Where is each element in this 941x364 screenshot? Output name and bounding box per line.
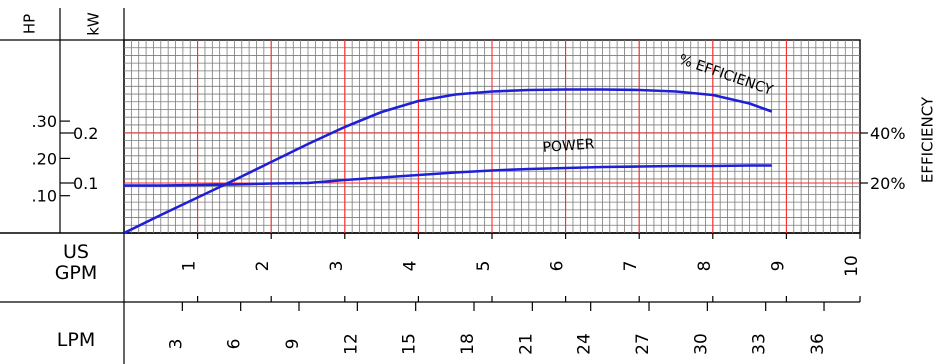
gpm-tick-label: 6 bbox=[548, 261, 568, 272]
hp-tick-label: .20 bbox=[32, 149, 57, 168]
lpm-tick-label: 24 bbox=[575, 333, 595, 355]
lpm-tick-label: 3 bbox=[166, 339, 186, 350]
gpm-axis-label: GPM bbox=[55, 262, 98, 284]
lpm-tick-label: 12 bbox=[341, 333, 361, 355]
gpm-tick-label: 8 bbox=[695, 261, 715, 272]
power-curve bbox=[124, 164, 772, 187]
efficiency-curve bbox=[123, 88, 773, 235]
kw-tick-label: 0.1 bbox=[73, 174, 98, 193]
lpm-tick-label: 18 bbox=[458, 333, 478, 355]
lpm-tick-label: 36 bbox=[808, 333, 828, 355]
hp-tick-label: .30 bbox=[32, 112, 57, 131]
kw-tick-label: 0.2 bbox=[73, 124, 98, 143]
minor-grid bbox=[124, 40, 860, 233]
lpm-axis-label: LPM bbox=[57, 329, 95, 351]
gpm-tick-label: 5 bbox=[474, 261, 494, 272]
us-axis-label: US bbox=[63, 241, 89, 263]
efficiency-tick-label: 40% bbox=[870, 124, 906, 143]
lpm-tick-label: 30 bbox=[691, 333, 711, 355]
efficiency-axis-label: EFFICIENCY bbox=[919, 96, 937, 183]
gpm-tick-label: 2 bbox=[253, 261, 273, 272]
gpm-tick-label: 9 bbox=[768, 261, 788, 272]
axes: .10.20.300.10.220%40%1 2 3 4 5 6 7 8 9 103 6 9 12 15 1… bbox=[32, 112, 906, 355]
gpm-tick-label: 3 bbox=[327, 261, 347, 272]
lpm-tick-label: 21 bbox=[516, 333, 536, 355]
lpm-tick-label: 6 bbox=[225, 339, 245, 350]
hp-tick-label: .10 bbox=[32, 187, 57, 206]
lpm-tick-label: 15 bbox=[400, 333, 420, 355]
gpm-tick-label: 7 bbox=[621, 261, 641, 272]
lpm-tick-label: 27 bbox=[633, 333, 653, 355]
gpm-tick-label: 10 bbox=[842, 255, 862, 277]
gpm-tick-label: 1 bbox=[180, 261, 200, 272]
series-layer bbox=[123, 88, 773, 235]
lpm-tick-label: 9 bbox=[283, 339, 303, 350]
power-series-label: POWER bbox=[542, 136, 595, 156]
lpm-tick-label: 33 bbox=[750, 333, 770, 355]
hp-axis-label: HP bbox=[21, 14, 39, 34]
gpm-tick-label: 4 bbox=[400, 261, 420, 272]
efficiency-tick-label: 20% bbox=[870, 174, 906, 193]
kw-axis-label: kW bbox=[85, 12, 103, 36]
